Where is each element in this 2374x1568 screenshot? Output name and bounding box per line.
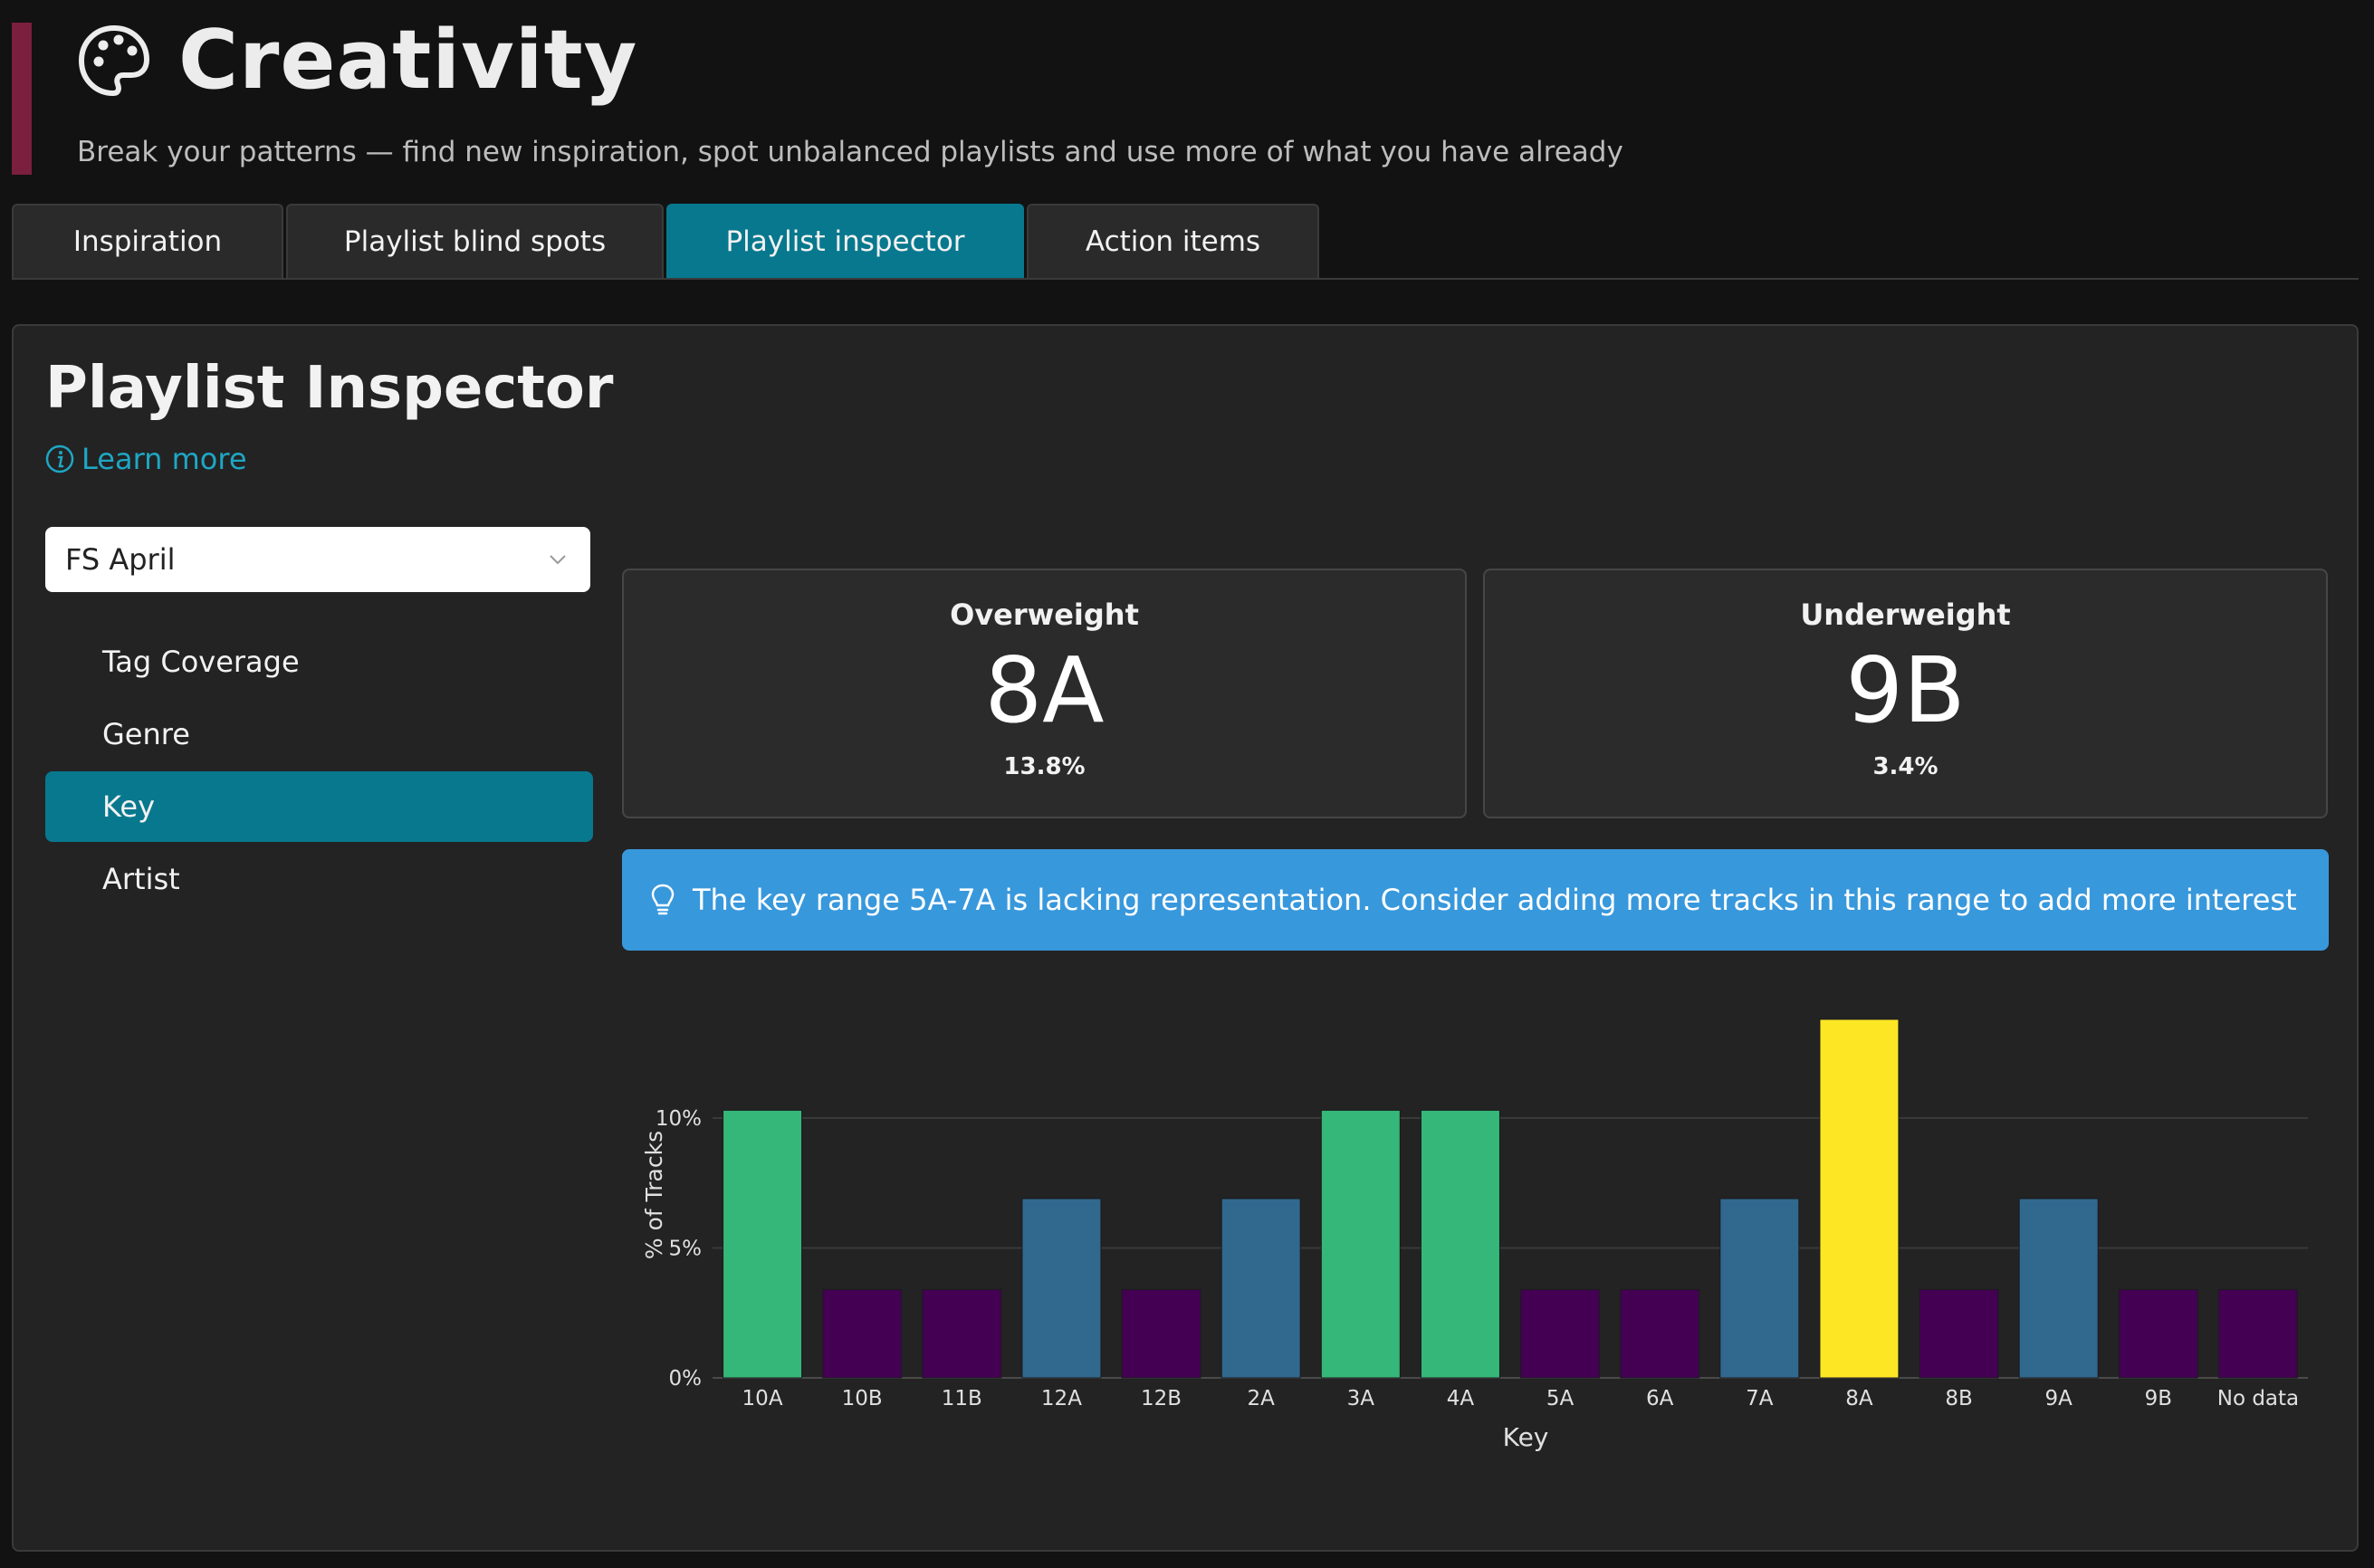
bar-no-data[interactable] — [2217, 1288, 2298, 1379]
x-tick-label: 3A — [1347, 1387, 1375, 1410]
inspector-nav: Tag Coverage Genre Key Artist — [45, 626, 593, 916]
learn-more-link[interactable]: Learn more — [45, 442, 247, 476]
bar-3a[interactable] — [1320, 1109, 1401, 1379]
underweight-label: Underweight — [1800, 598, 2011, 632]
y-tick-label: 10% — [656, 1107, 702, 1131]
page-header: Creativity — [77, 20, 637, 101]
x-tick-label: 6A — [1646, 1387, 1674, 1410]
x-tick-label: 10A — [742, 1387, 783, 1410]
x-tick-label: 12A — [1041, 1387, 1082, 1410]
overweight-card: Overweight 8A 13.8% — [622, 569, 1467, 818]
bar-9a[interactable] — [2018, 1198, 2099, 1379]
x-tick-label: 8B — [1945, 1387, 1972, 1410]
tab-bar: Inspiration Playlist blind spots Playlis… — [12, 204, 1322, 278]
x-tick-label: 12B — [1141, 1387, 1182, 1410]
bar-11b[interactable] — [922, 1288, 1002, 1379]
playlist-inspector-panel: Playlist Inspector Learn more FS April T… — [12, 324, 2359, 1552]
x-tick-label: 8A — [1845, 1387, 1873, 1410]
nav-item-artist[interactable]: Artist — [102, 862, 180, 896]
lightbulb-icon — [651, 884, 675, 915]
x-tick-label: 9A — [2045, 1387, 2073, 1410]
panel-title: Playlist Inspector — [45, 355, 614, 422]
chart-x-label: Key — [1503, 1422, 1549, 1452]
overweight-value: 8A — [984, 637, 1105, 743]
chart-y-ticks: 0% 5% 10% — [656, 1107, 702, 1391]
nav-item-key[interactable]: Key — [45, 771, 593, 842]
tab-divider — [12, 278, 2359, 280]
page-title: Creativity — [178, 13, 638, 108]
bar-6a[interactable] — [1620, 1288, 1700, 1379]
overweight-percent: 13.8% — [1003, 753, 1086, 780]
underweight-card: Underweight 9B 3.4% — [1483, 569, 2328, 818]
tab-inspiration[interactable]: Inspiration — [12, 204, 283, 278]
bar-8b[interactable] — [1919, 1288, 1999, 1379]
x-tick-label: 9B — [2145, 1387, 2172, 1410]
bar-10b[interactable] — [822, 1288, 903, 1379]
bar-7a[interactable] — [1719, 1198, 1800, 1379]
info-icon — [45, 445, 74, 473]
x-tick-label: 10B — [842, 1387, 883, 1410]
chevron-down-icon — [550, 555, 566, 565]
bar-12b[interactable] — [1121, 1288, 1201, 1379]
key-distribution-chart: 0% 5% 10% 10A 10B 11B 12A 12B 2A 3A 4A 5A 6A 7A 8A 8B 9… — [641, 1018, 2308, 1452]
chart-x-ticks: 10A 10B 11B 12A 12B 2A 3A 4A 5A 6A 7A 8A 8B 9A 9B No da… — [742, 1387, 2300, 1410]
bar-9b[interactable] — [2118, 1288, 2198, 1379]
y-tick-label: 0% — [669, 1367, 703, 1391]
x-tick-label: 11B — [942, 1387, 982, 1410]
palette-icon — [79, 25, 149, 96]
x-tick-label: No data — [2217, 1387, 2299, 1410]
page-subtitle: Break your patterns — find new inspirati… — [77, 136, 1623, 168]
learn-more-label: Learn more — [81, 442, 247, 476]
chart-y-label: % of Tracks — [641, 1131, 667, 1259]
playlist-select-value: FS April — [65, 542, 176, 577]
nav-item-genre[interactable]: Genre — [102, 717, 190, 751]
key-range-alert: The key range 5A-7A is lacking represent… — [622, 849, 2329, 951]
x-tick-label: 4A — [1447, 1387, 1475, 1410]
overweight-label: Overweight — [950, 598, 1139, 632]
header-accent-bar — [12, 23, 32, 175]
underweight-value: 9B — [1845, 637, 1966, 743]
nav-item-tag-coverage[interactable]: Tag Coverage — [102, 645, 300, 679]
bar-10a[interactable] — [723, 1109, 803, 1379]
underweight-percent: 3.4% — [1872, 753, 1938, 780]
tab-action-items[interactable]: Action items — [1027, 204, 1319, 278]
bar-8a[interactable] — [1819, 1018, 1900, 1379]
bar-4a[interactable] — [1420, 1109, 1500, 1379]
alert-text: The key range 5A-7A is lacking represent… — [693, 883, 2297, 917]
tab-playlist-inspector[interactable]: Playlist inspector — [666, 204, 1024, 278]
tab-playlist-blind-spots[interactable]: Playlist blind spots — [286, 204, 664, 278]
bar-5a[interactable] — [1520, 1288, 1601, 1379]
playlist-select[interactable]: FS April — [45, 527, 590, 592]
y-tick-label: 5% — [669, 1238, 703, 1261]
bar-12a[interactable] — [1021, 1198, 1102, 1379]
x-tick-label: 7A — [1746, 1387, 1774, 1410]
x-tick-label: 2A — [1248, 1387, 1276, 1410]
bar-2a[interactable] — [1221, 1198, 1301, 1379]
chart-bars — [723, 1018, 2298, 1379]
x-tick-label: 5A — [1546, 1387, 1575, 1410]
